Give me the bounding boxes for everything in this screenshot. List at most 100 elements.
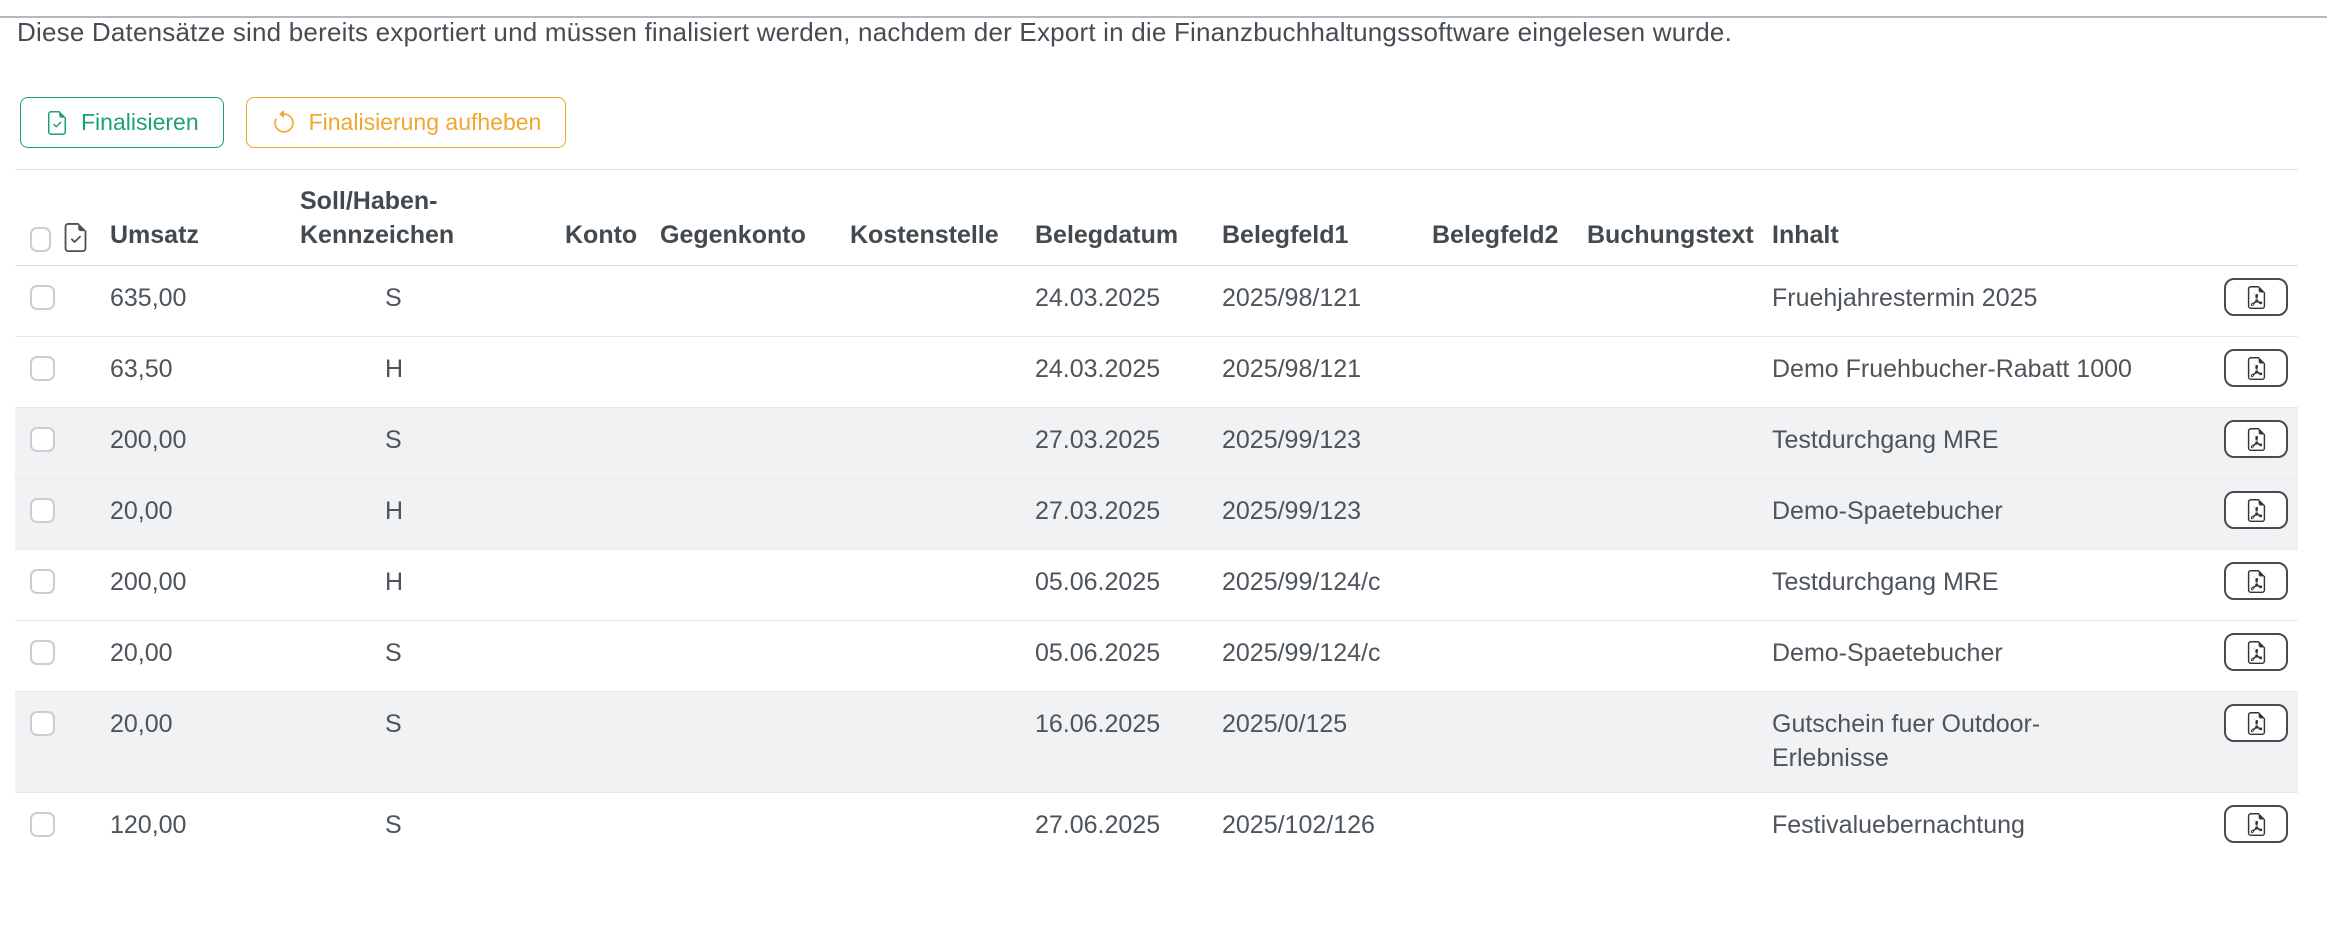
cell-kostenstelle [850, 549, 1035, 621]
cell-umsatz: 20,00 [110, 691, 300, 793]
cell-kostenstelle [850, 336, 1035, 408]
file-earmark-pdf-icon [2245, 427, 2268, 451]
cell-gegenkonto [660, 691, 850, 793]
row-checkbox[interactable] [30, 285, 55, 310]
cell-gegenkonto [660, 478, 850, 550]
file-earmark-pdf-icon [2245, 711, 2268, 735]
cell-belegdatum: 27.03.2025 [1035, 478, 1222, 550]
table-row: 20,00 S 05.06.2025 2025/99/124/c Demo-Sp… [15, 620, 2298, 692]
cell-kostenstelle [850, 265, 1035, 337]
cell-select [15, 407, 110, 479]
cell-konto [565, 336, 660, 408]
cell-umsatz: 63,50 [110, 336, 300, 408]
open-pdf-button[interactable] [2224, 633, 2288, 671]
row-checkbox[interactable] [30, 427, 55, 452]
open-pdf-button[interactable] [2224, 805, 2288, 843]
open-pdf-button[interactable] [2224, 349, 2288, 387]
row-checkbox[interactable] [30, 812, 55, 837]
cell-konto [565, 407, 660, 479]
cell-belegdatum: 27.06.2025 [1035, 811, 1161, 839]
cell-soll-haben: H [300, 549, 565, 621]
unfinalize-button[interactable]: Finalisierung aufheben [245, 97, 567, 148]
row-checkbox[interactable] [30, 498, 55, 523]
cell-select [15, 691, 110, 793]
cell-belegfeld1: 2025/99/123 [1222, 407, 1432, 479]
cell-gegenkonto [660, 549, 850, 621]
cell-konto [565, 549, 660, 621]
row-checkbox[interactable] [30, 356, 55, 381]
cell-soll-haben: H [300, 478, 565, 550]
select-all-checkbox[interactable] [30, 227, 51, 252]
col-header-soll-haben: Soll/Haben-Kennzeichen [300, 169, 565, 266]
file-earmark-check-icon [61, 223, 90, 252]
cell-gegenkonto [660, 407, 850, 479]
cell-inhalt: Fruehjahrestermin 2025 [1772, 265, 2164, 337]
cell-gegenkonto [660, 793, 850, 864]
finalize-button[interactable]: Finalisieren [20, 97, 224, 148]
cell-belegdatum: 16.06.2025 [1035, 691, 1222, 793]
row-checkbox[interactable] [30, 711, 55, 736]
cell-select [15, 549, 110, 621]
finalize-button-label: Finalisieren [81, 109, 199, 135]
file-earmark-pdf-icon [2245, 812, 2268, 836]
open-pdf-button[interactable] [2224, 278, 2288, 316]
cell-actions [2164, 620, 2298, 692]
export-records-table: Umsatz Soll/Haben-Kennzeichen Konto Gege… [15, 169, 2298, 863]
cell-belegdatum: 05.06.2025 [1035, 620, 1222, 692]
cell-belegfeld2 [1432, 549, 1587, 621]
cell-umsatz: 200,00 [110, 549, 300, 621]
table-row: 200,00 S 27.03.2025 2025/99/123 Testdurc… [15, 407, 2298, 479]
cell-soll-haben: S [300, 265, 565, 337]
cell-konto [565, 691, 660, 793]
cell-select [15, 336, 110, 408]
cell-konto [565, 478, 660, 550]
table-row: 20,00 H 27.03.2025 2025/99/123 Demo-Spae… [15, 478, 2298, 550]
arrow-counterclockwise-icon [271, 109, 297, 136]
file-earmark-pdf-icon [2245, 569, 2268, 593]
open-pdf-button[interactable] [2224, 491, 2288, 529]
cell-belegfeld2 [1432, 478, 1587, 550]
row-checkbox[interactable] [30, 640, 55, 665]
toolbar: Finalisieren Finalisierung aufheben [20, 97, 2327, 148]
cell-belegfeld2 [1432, 407, 1587, 479]
file-earmark-pdf-icon [2245, 498, 2268, 522]
cell-inhalt: Gutschein fuer Outdoor-Erlebnisse [1772, 691, 2164, 793]
cell-inhalt: Testdurchgang MRE [1772, 407, 2164, 479]
cell-gegenkonto [660, 265, 850, 337]
cell-belegdatum: 24.03.2025 [1035, 336, 1222, 408]
export-records-table-wrap: Umsatz Soll/Haben-Kennzeichen Konto Gege… [15, 169, 2298, 863]
cell-belegfeld1: 2025/99/124/c [1222, 549, 1432, 621]
table-row: 200,00 H 05.06.2025 2025/99/124/c Testdu… [15, 549, 2298, 621]
cell-actions [2164, 265, 2298, 337]
cell-soll-haben: S [385, 811, 402, 839]
table-row: 635,00 S 24.03.2025 2025/98/121 Fruehjah… [15, 265, 2298, 337]
col-header-umsatz: Umsatz [110, 169, 300, 266]
cell-belegfeld2 [1432, 336, 1587, 408]
cell-buchungstext [1587, 549, 1772, 621]
open-pdf-button[interactable] [2224, 704, 2288, 742]
col-header-belegdatum: Belegdatum [1035, 169, 1222, 266]
cell-belegdatum: 27.03.2025 [1035, 407, 1222, 479]
cell-buchungstext [1587, 620, 1772, 692]
col-header-konto: Konto [565, 169, 660, 266]
cell-umsatz: 20,00 [110, 478, 300, 550]
cell-actions [2164, 336, 2298, 408]
cell-select [15, 793, 110, 864]
cell-belegdatum: 24.03.2025 [1035, 265, 1222, 337]
cell-belegfeld1: 2025/99/123 [1222, 478, 1432, 550]
file-earmark-pdf-icon [2245, 285, 2268, 309]
cell-umsatz: 200,00 [110, 407, 300, 479]
cell-select [15, 620, 110, 692]
open-pdf-button[interactable] [2224, 420, 2288, 458]
table-row: 63,50 H 24.03.2025 2025/98/121 Demo Frue… [15, 336, 2298, 408]
cell-buchungstext [1587, 336, 1772, 408]
row-checkbox[interactable] [30, 569, 55, 594]
cell-select [15, 478, 110, 550]
cell-kostenstelle [850, 691, 1035, 793]
cell-inhalt: Testdurchgang MRE [1772, 549, 2164, 621]
cell-actions [2164, 478, 2298, 550]
cell-select [15, 265, 110, 337]
cell-umsatz: 120,00 [110, 811, 187, 839]
cell-buchungstext [1587, 407, 1772, 479]
open-pdf-button[interactable] [2224, 562, 2288, 600]
